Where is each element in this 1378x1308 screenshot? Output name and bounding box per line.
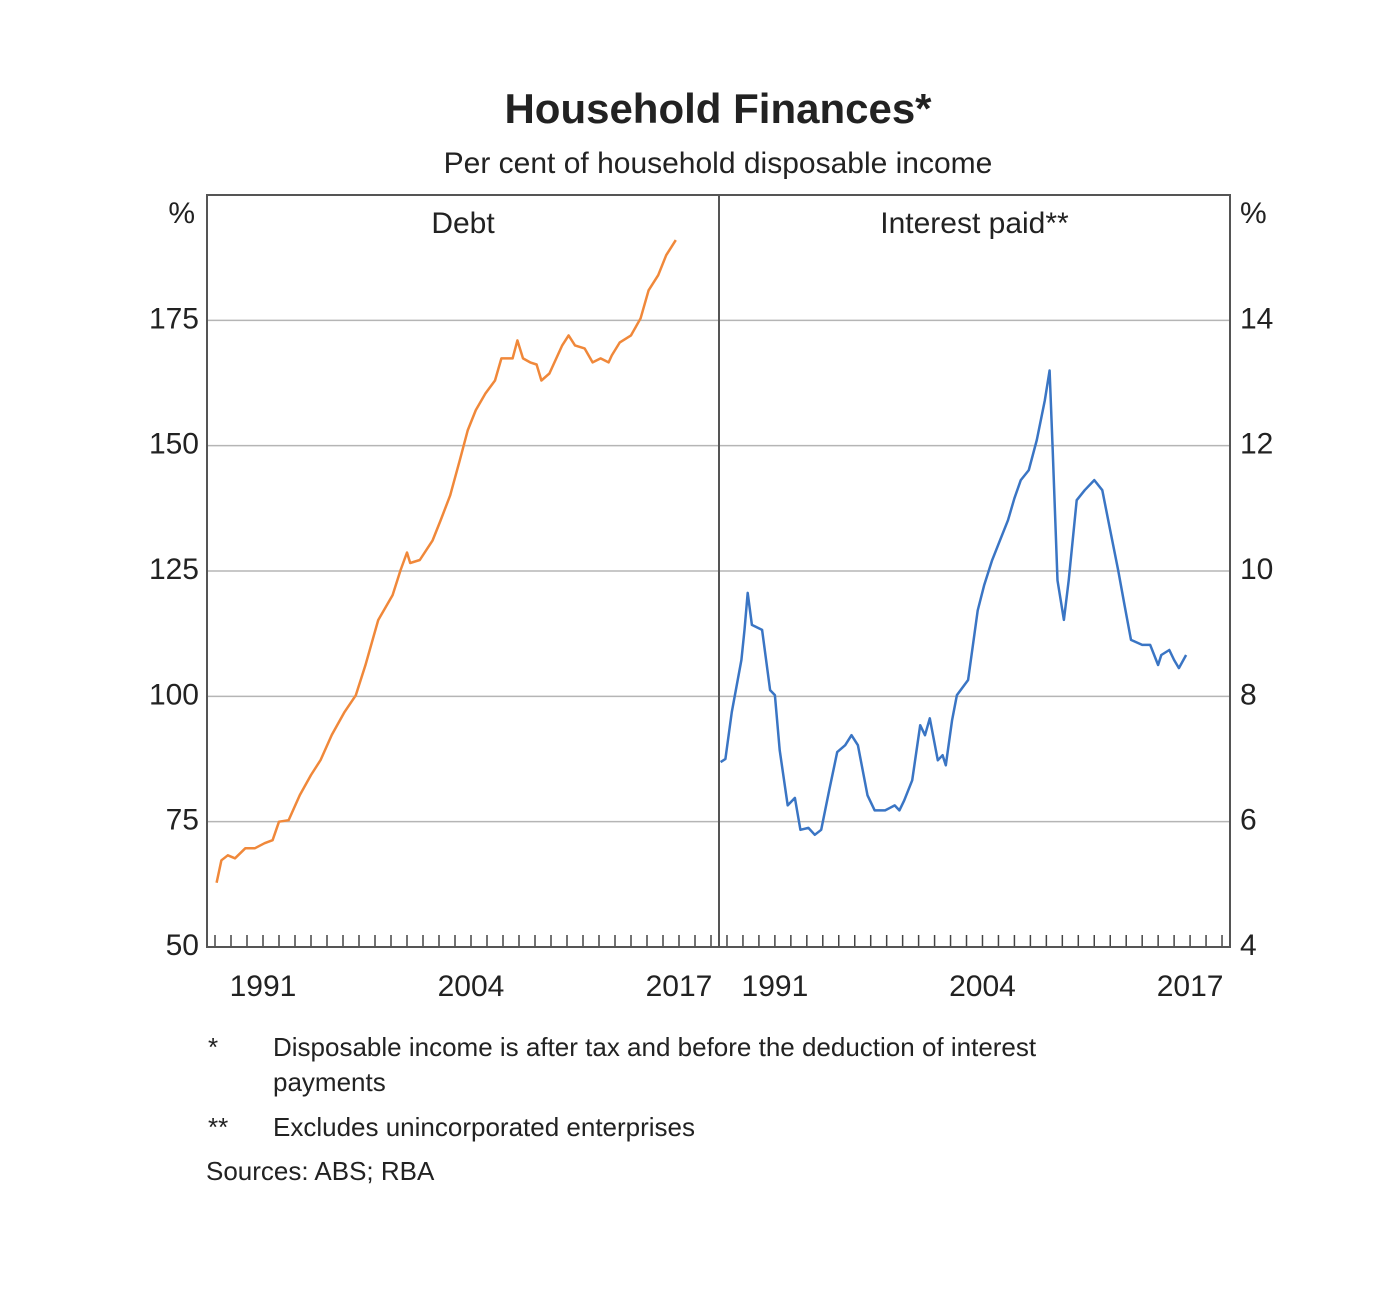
note-text: payments: [273, 1067, 386, 1097]
y-tick-label: 4: [1240, 929, 1257, 962]
note-marker: *: [208, 1032, 218, 1062]
x-tick-label: 1991: [742, 970, 809, 1003]
y-axis-unit: %: [1240, 197, 1267, 230]
sources: Sources: ABS; RBA: [206, 1156, 435, 1186]
x-tick-label: 1991: [230, 970, 297, 1003]
y-tick-label: 8: [1240, 678, 1257, 711]
data-line: [215, 239, 677, 884]
y-tick-label: 175: [149, 302, 199, 335]
y-tick-label: 6: [1240, 804, 1257, 837]
x-tick-label: 2017: [646, 970, 713, 1003]
y-tick-label: 150: [149, 428, 199, 461]
y-tick-label: 100: [149, 678, 199, 711]
x-tick-label: 2004: [949, 970, 1016, 1003]
y-tick-label: 14: [1240, 302, 1273, 335]
panel-title: Debt: [431, 207, 495, 240]
y-tick-label: 50: [166, 929, 199, 962]
x-tick-label: 2004: [438, 970, 505, 1003]
chart-title: Household Finances*: [504, 85, 932, 132]
y-tick-label: 125: [149, 553, 199, 586]
y-tick-label: 10: [1240, 553, 1273, 586]
y-tick-label: 12: [1240, 428, 1273, 461]
note-text: Disposable income is after tax and befor…: [273, 1032, 1037, 1062]
panel-title: Interest paid**: [880, 207, 1069, 240]
y-tick-label: 75: [166, 804, 199, 837]
x-tick-label: 2017: [1157, 970, 1224, 1003]
note-text: Excludes unincorporated enterprises: [273, 1112, 695, 1142]
data-line: [719, 369, 1188, 837]
note-marker: **: [208, 1112, 228, 1142]
y-axis-unit: %: [168, 197, 195, 230]
chart-subtitle: Per cent of household disposable income: [444, 147, 993, 180]
